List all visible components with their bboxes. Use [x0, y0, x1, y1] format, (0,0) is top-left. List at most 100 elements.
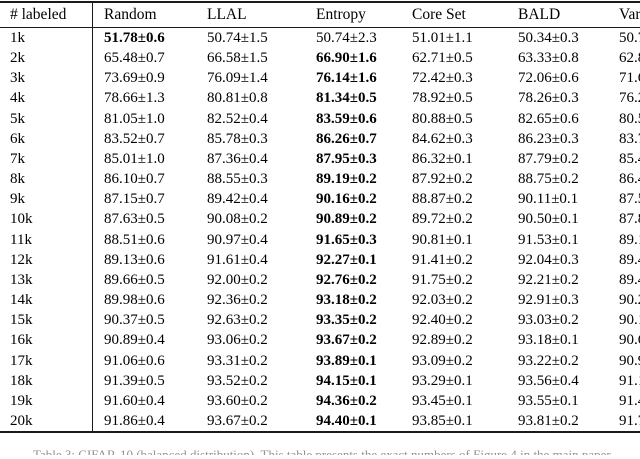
value-cell: 63.33±0.8	[518, 50, 579, 67]
value-cell: 76.09±1.4	[207, 70, 268, 87]
value-cell: 91.60±0.4	[104, 392, 165, 409]
value-cell: 91.86±0.4	[104, 412, 165, 429]
row-label: 18k	[0, 370, 93, 391]
table-row: 20k 91.86±0.4 93.67±0.2 94.40±0.1 93.85±0.1 9…	[0, 410, 640, 433]
value-cell: 94.40±0.1	[316, 412, 377, 429]
value-cell: 90.17±0.1	[619, 312, 640, 329]
value-cell: 94.36±0.2	[316, 392, 377, 409]
value-cell: 90.24±0.2	[619, 292, 640, 309]
value-cell: 85.01±1.0	[104, 150, 165, 167]
value-cell: 92.27±0.1	[316, 251, 377, 268]
value-cell: 92.03±0.2	[412, 292, 473, 309]
value-cell: 78.66±1.3	[104, 90, 165, 107]
row-label: 7k	[0, 148, 93, 170]
row-label: 8k	[0, 169, 93, 190]
value-cell: 93.22±0.2	[518, 352, 579, 369]
value-cell: 90.97±0.4	[207, 231, 268, 248]
value-cell: 91.53±0.1	[518, 231, 579, 248]
header-bald: BALD	[507, 2, 608, 28]
value-cell: 88.55±0.3	[207, 171, 268, 188]
header-num-labeled: # labeled	[0, 2, 93, 28]
value-cell: 73.69±0.9	[104, 70, 165, 87]
value-cell: 82.52±0.4	[207, 110, 268, 127]
value-cell: 91.14±0.2	[619, 372, 640, 389]
value-cell: 92.63±0.2	[207, 312, 268, 329]
value-cell: 89.40±0.2	[619, 251, 640, 268]
value-cell: 91.61±0.4	[207, 251, 268, 268]
value-cell: 78.26±0.3	[518, 90, 579, 107]
table-caption-text: Table 3: CIFAR-10 (balanced distribution…	[33, 447, 614, 455]
value-cell: 50.74±0.6	[619, 30, 640, 46]
row-label: 4k	[0, 88, 93, 109]
table-row: 8k 86.10±0.7 88.55±0.3 89.19±0.2 87.92±0.2 88…	[0, 169, 640, 190]
value-cell: 90.11±0.1	[518, 191, 579, 208]
header-entropy: Entropy	[305, 2, 401, 28]
value-cell: 92.21±0.2	[518, 271, 579, 288]
header-llal: LLAL	[196, 2, 305, 28]
table-row: 19k 91.60±0.4 93.60±0.2 94.36±0.2 93.45±0.1 9…	[0, 390, 640, 411]
value-cell: 50.34±0.3	[518, 30, 579, 46]
value-cell: 50.74±2.3	[316, 30, 377, 46]
value-cell: 81.05±1.0	[104, 110, 165, 127]
table-row: 10k 87.63±0.5 90.08±0.2 90.89±0.2 89.72±0.2 9…	[0, 209, 640, 230]
row-label: 11k	[0, 229, 93, 250]
value-cell: 85.43±0.4	[619, 150, 640, 167]
table-row: 5k 81.05±1.0 82.52±0.4 83.59±0.6 80.88±0.5 82…	[0, 108, 640, 129]
value-cell: 90.08±0.2	[207, 211, 268, 228]
value-cell: 86.26±0.7	[316, 130, 377, 147]
table-body: 1k 51.78±0.6 50.74±1.5 50.74±2.3 51.01±1.1 50…	[0, 27, 640, 433]
value-cell: 89.41±0.1	[619, 271, 640, 288]
value-cell: 88.51±0.6	[104, 231, 165, 248]
value-cell: 93.67±0.2	[207, 412, 268, 429]
value-cell: 93.85±0.1	[412, 412, 473, 429]
value-cell: 93.45±0.1	[412, 392, 473, 409]
row-label: 19k	[0, 390, 93, 411]
value-cell: 93.09±0.2	[412, 352, 473, 369]
value-cell: 93.56±0.4	[518, 372, 579, 389]
table-row: 6k 83.52±0.7 85.78±0.3 86.26±0.7 84.62±0.3 86…	[0, 128, 640, 149]
value-cell: 91.65±0.3	[316, 231, 377, 248]
value-cell: 80.53±0.2	[619, 110, 640, 127]
table-row: 9k 87.15±0.7 89.42±0.4 90.16±0.2 88.87±0.2 90…	[0, 189, 640, 210]
table-row: 2k 65.48±0.7 66.58±1.5 66.90±1.6 62.71±0.5 63…	[0, 48, 640, 69]
value-cell: 92.04±0.3	[518, 251, 579, 268]
value-cell: 93.18±0.2	[316, 292, 377, 309]
value-cell: 87.79±0.2	[518, 150, 579, 167]
value-cell: 92.40±0.2	[412, 312, 473, 329]
value-cell: 93.67±0.2	[316, 332, 377, 349]
value-cell: 93.35±0.2	[316, 312, 377, 329]
value-cell: 89.42±0.4	[207, 191, 268, 208]
value-cell: 86.49±0.2	[619, 171, 640, 188]
row-label: 20k	[0, 410, 93, 433]
active-learning-results-table: # labeled Random LLAL Entropy Core Set B…	[0, 1, 640, 434]
row-label: 14k	[0, 290, 93, 311]
value-cell: 66.58±1.5	[207, 50, 268, 67]
value-cell: 80.81±0.8	[207, 90, 268, 107]
value-cell: 62.82±0.5	[619, 50, 640, 67]
row-label: 6k	[0, 128, 93, 149]
value-cell: 92.76±0.2	[316, 271, 377, 288]
value-cell: 65.48±0.7	[104, 50, 165, 67]
value-cell: 90.92±0.2	[619, 352, 640, 369]
value-cell: 92.89±0.2	[412, 332, 473, 349]
value-cell: 89.19±0.2	[619, 231, 640, 248]
value-cell: 91.41±0.2	[412, 251, 473, 268]
value-cell: 82.65±0.6	[518, 110, 579, 127]
value-cell: 89.98±0.6	[104, 292, 165, 309]
value-cell: 90.89±0.2	[316, 211, 377, 228]
value-cell: 92.00±0.2	[207, 271, 268, 288]
value-cell: 89.72±0.2	[412, 211, 473, 228]
value-cell: 76.14±1.6	[316, 70, 377, 87]
table-row: 3k 73.69±0.9 76.09±1.4 76.14±1.6 72.42±0.3 72…	[0, 68, 640, 89]
value-cell: 90.81±0.1	[412, 231, 473, 248]
header-random: Random	[92, 2, 196, 28]
row-label: 15k	[0, 310, 93, 331]
value-cell: 93.18±0.1	[518, 332, 579, 349]
table-row: 13k 89.66±0.5 92.00±0.2 92.76±0.2 91.75±0.2 9…	[0, 269, 640, 291]
value-cell: 90.37±0.5	[104, 312, 165, 329]
value-cell: 83.59±0.6	[316, 110, 377, 127]
table-caption-clipped: Table 3: CIFAR-10 (balanced distribution…	[33, 447, 629, 455]
row-label: 10k	[0, 209, 93, 230]
value-cell: 81.34±0.5	[316, 90, 377, 107]
value-cell: 93.29±0.1	[412, 372, 473, 389]
